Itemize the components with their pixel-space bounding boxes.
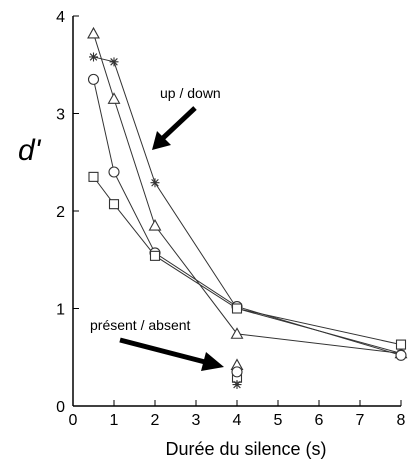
circle-marker	[231, 366, 243, 378]
axes: 0 1 2 3 4 5 6 7 8 0 1 2 3 4	[56, 9, 405, 429]
y-tick-label: 1	[56, 302, 65, 319]
annotation-arrow-up-down	[161, 106, 197, 140]
x-tick-label: 0	[69, 412, 78, 429]
x-tick-label: 4	[233, 412, 242, 429]
circle-marker	[108, 166, 120, 178]
annotation-arrow-present-absent-head	[201, 352, 224, 371]
square-marker	[231, 303, 243, 314]
series-line-triangle	[93, 33, 402, 354]
series-markers	[87, 26, 408, 361]
x-tick-label: 5	[274, 412, 283, 429]
triangle-marker	[230, 327, 244, 339]
y-tick-label: 3	[56, 107, 65, 124]
y-tick-label: 0	[56, 399, 65, 416]
square-marker	[88, 171, 99, 182]
x-ticks: 0 1 2 3 4 5 6 7 8	[69, 400, 406, 429]
y-tick-label: 4	[56, 9, 65, 26]
x-tick-label: 2	[151, 412, 160, 429]
annotation-arrow-up-down-head	[152, 131, 171, 150]
x-tick-label: 8	[397, 412, 406, 429]
series-line-circle	[93, 79, 402, 356]
star-marker	[89, 52, 98, 62]
series-lines	[93, 33, 402, 356]
x-tick-label: 1	[110, 412, 119, 429]
annotation-present-absent: présent / absent	[90, 317, 191, 333]
triangle-marker	[148, 218, 162, 231]
y-ticks: 0 1 2 3 4	[56, 9, 79, 416]
x-tick-label: 6	[315, 412, 324, 429]
x-axis-label: Durée du silence (s)	[165, 439, 326, 459]
star-marker	[109, 57, 119, 67]
x-tick-label: 7	[356, 412, 365, 429]
square-marker	[108, 199, 120, 210]
series-line-star	[93, 56, 402, 354]
square-marker	[149, 250, 161, 261]
y-tick-label: 2	[56, 204, 65, 221]
annotation-up-down: up / down	[160, 85, 221, 101]
annotation-arrow-present-absent	[119, 337, 206, 365]
single-points	[230, 358, 244, 390]
triangle-marker	[87, 26, 100, 39]
x-tick-label: 3	[192, 412, 201, 429]
triangle-marker	[107, 92, 121, 104]
annotations: up / down présent / absent	[90, 85, 224, 371]
circle-marker	[87, 73, 100, 85]
star-marker	[232, 380, 242, 390]
star-marker	[150, 178, 160, 188]
square-marker	[395, 339, 407, 350]
circle-marker	[395, 349, 407, 361]
y-axis-label: d'	[18, 134, 42, 167]
